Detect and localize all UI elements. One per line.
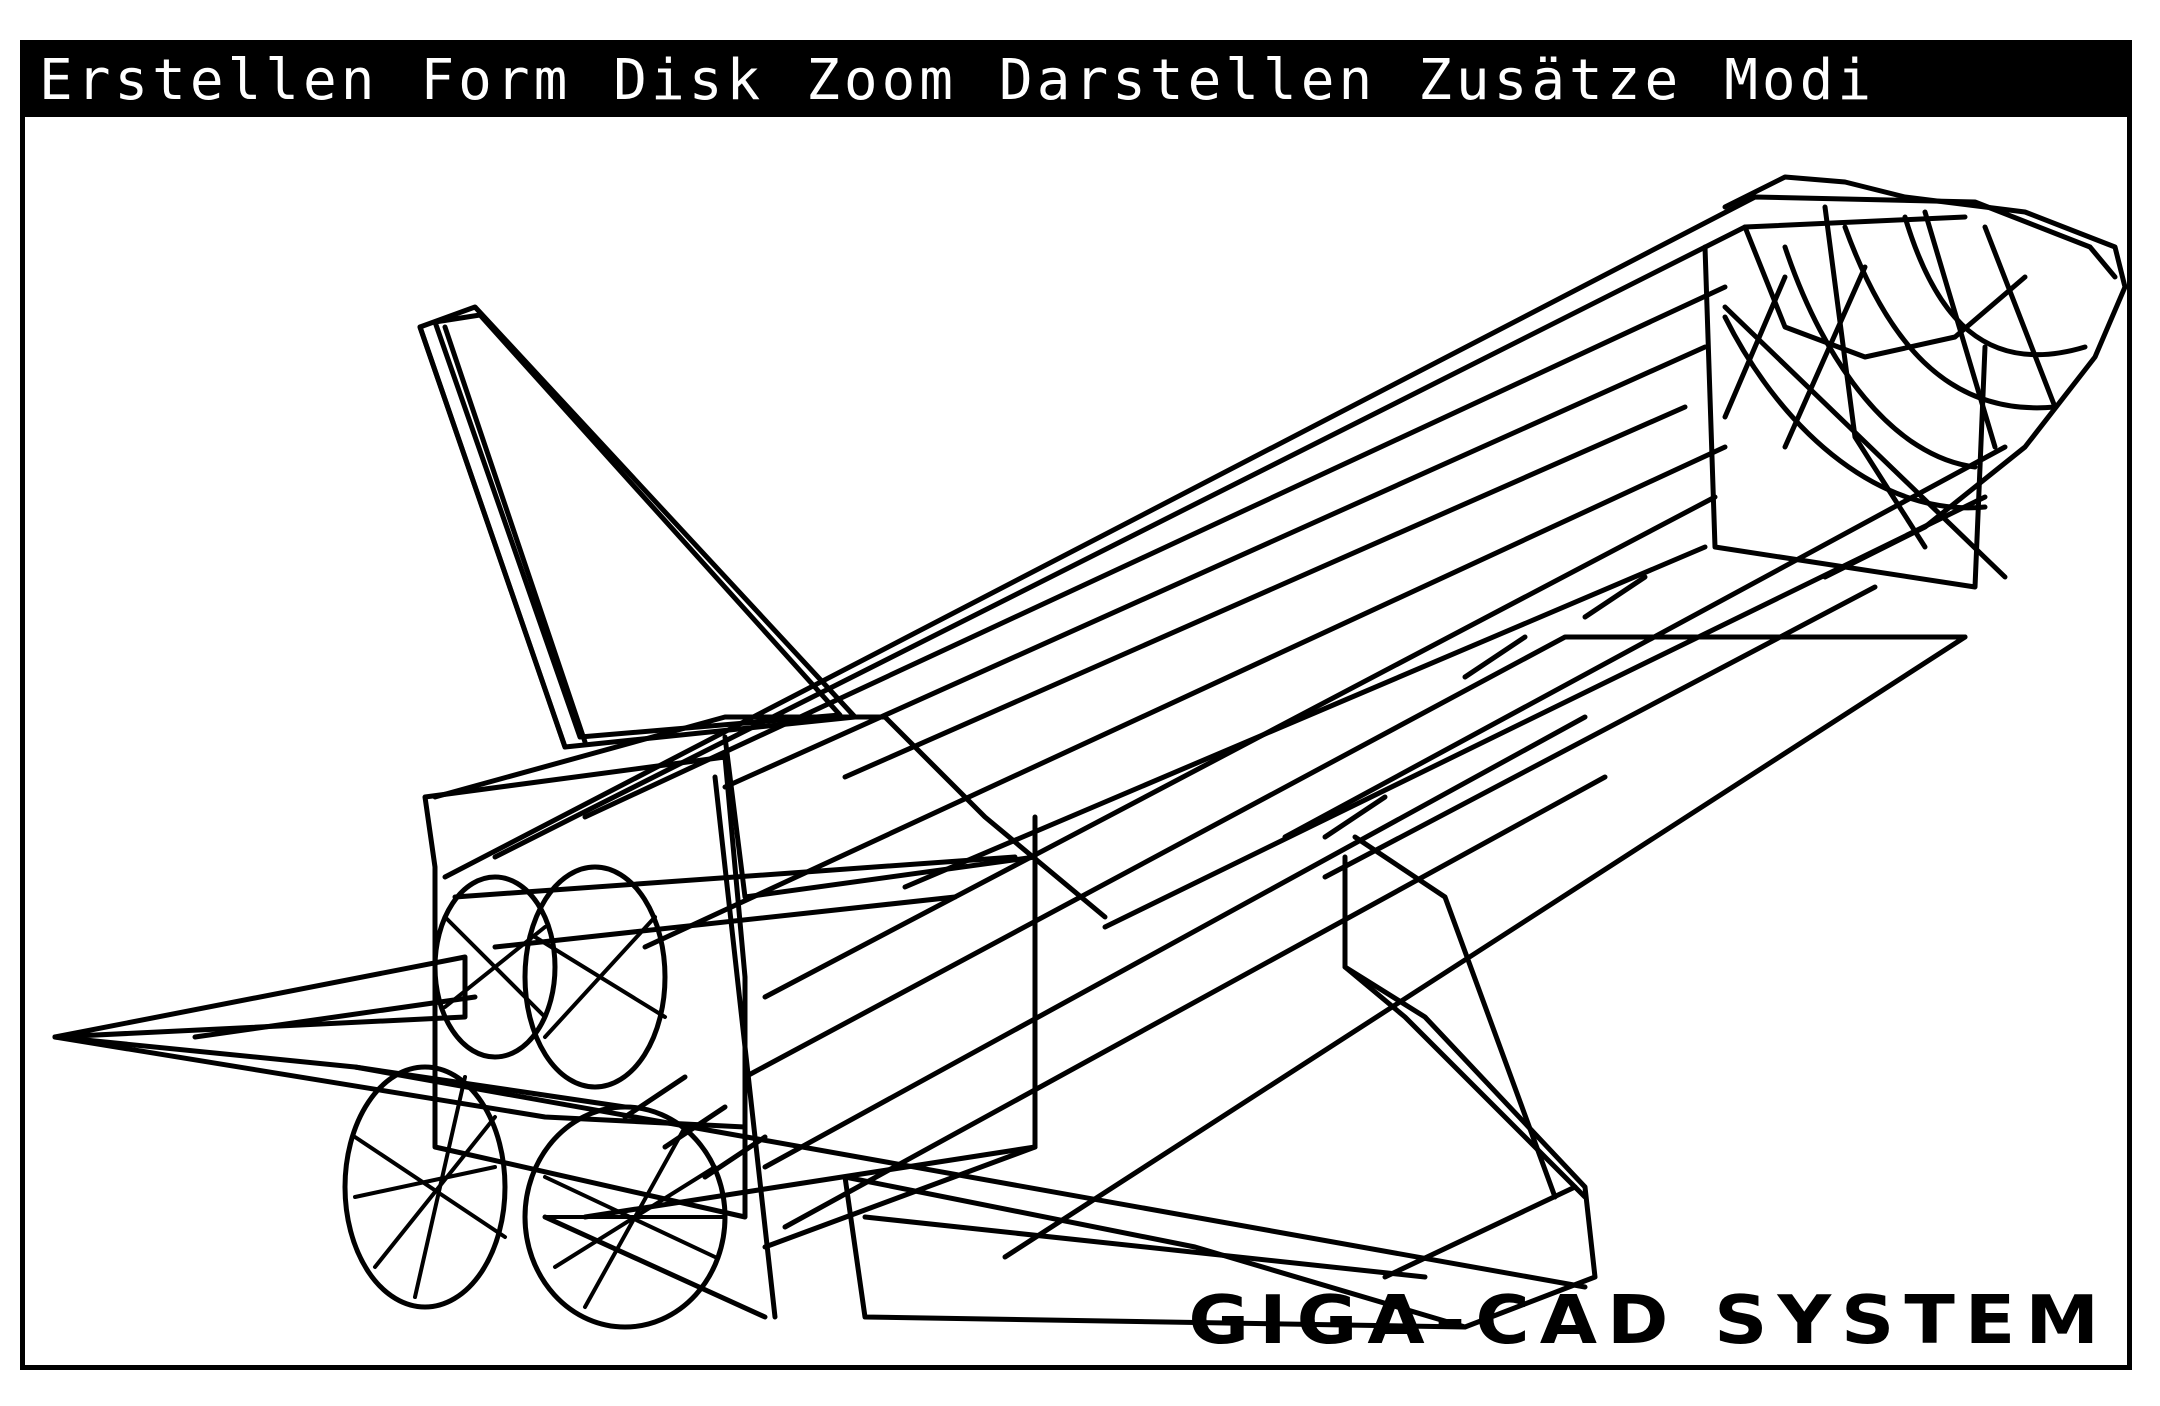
menu-erstellen[interactable]: Erstellen (39, 48, 379, 113)
menu-modi[interactable]: Modi (1724, 48, 1876, 113)
giga-cad-brand-label: GIGA-CAD SYSTEM (1188, 1281, 2109, 1359)
menu-zusaetze[interactable]: Zusätze (1418, 48, 1683, 113)
menu-form[interactable]: Form (420, 48, 572, 113)
drawing-viewport[interactable] (25, 117, 2127, 1365)
cad-window: Erstellen Form Disk Zoom Darstellen Zusä… (20, 40, 2132, 1370)
menu-zoom[interactable]: Zoom (806, 48, 958, 113)
menu-disk[interactable]: Disk (613, 48, 765, 113)
menu-darstellen[interactable]: Darstellen (999, 48, 1377, 113)
menu-bar: Erstellen Form Disk Zoom Darstellen Zusä… (25, 45, 2127, 117)
space-shuttle-wireframe-icon (52, 174, 2127, 1330)
